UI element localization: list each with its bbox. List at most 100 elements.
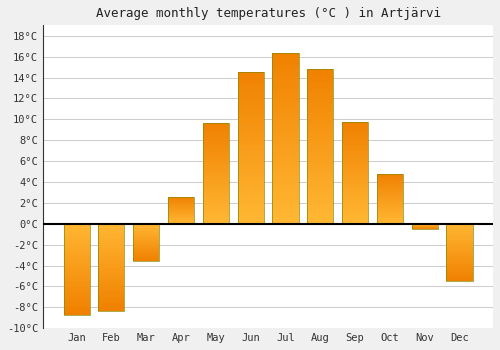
Bar xyxy=(64,238,90,240)
Bar xyxy=(272,77,298,81)
Bar xyxy=(64,302,90,304)
Bar xyxy=(238,72,264,75)
Bar xyxy=(203,198,229,199)
Bar xyxy=(238,166,264,169)
Bar xyxy=(133,236,160,237)
Bar xyxy=(446,272,472,273)
Bar xyxy=(64,275,90,276)
Bar xyxy=(98,282,124,284)
Bar xyxy=(238,139,264,142)
Bar xyxy=(203,204,229,206)
Bar xyxy=(203,208,229,210)
Bar xyxy=(203,133,229,135)
Bar xyxy=(64,253,90,255)
Bar xyxy=(446,273,472,274)
Bar xyxy=(446,234,472,235)
Bar xyxy=(307,146,334,149)
Bar xyxy=(64,273,90,275)
Bar xyxy=(168,215,194,216)
Bar xyxy=(272,57,298,60)
Bar xyxy=(307,144,334,146)
Bar xyxy=(133,247,160,248)
Bar xyxy=(64,280,90,282)
Bar xyxy=(307,119,334,122)
Bar xyxy=(342,143,368,145)
Bar xyxy=(238,124,264,127)
Bar xyxy=(238,75,264,78)
Bar xyxy=(133,230,160,231)
Bar xyxy=(168,204,194,205)
Bar xyxy=(98,304,124,306)
Bar xyxy=(133,256,160,257)
Bar xyxy=(412,224,438,229)
Bar xyxy=(98,276,124,278)
Bar xyxy=(64,258,90,260)
Bar xyxy=(377,201,403,202)
Bar xyxy=(272,70,298,74)
Bar xyxy=(238,84,264,88)
Bar xyxy=(272,132,298,135)
Bar xyxy=(98,270,124,271)
Bar xyxy=(307,91,334,94)
Bar xyxy=(98,284,124,285)
Bar xyxy=(98,310,124,312)
Bar xyxy=(133,251,160,252)
Bar xyxy=(307,85,334,88)
Bar xyxy=(133,239,160,240)
Bar xyxy=(64,242,90,244)
Bar xyxy=(342,167,368,169)
Bar xyxy=(238,148,264,151)
Bar xyxy=(98,271,124,273)
Bar xyxy=(446,251,472,252)
Bar xyxy=(64,224,90,315)
Bar xyxy=(133,260,160,261)
Bar xyxy=(133,240,160,241)
Bar xyxy=(238,178,264,181)
Bar xyxy=(446,268,472,270)
Bar xyxy=(64,269,90,271)
Bar xyxy=(98,280,124,282)
Bar xyxy=(342,202,368,203)
Bar xyxy=(307,181,334,183)
Bar xyxy=(64,244,90,246)
Bar xyxy=(64,311,90,313)
Bar xyxy=(272,67,298,70)
Bar xyxy=(168,198,194,199)
Bar xyxy=(342,175,368,177)
Bar xyxy=(272,128,298,132)
Bar xyxy=(168,203,194,204)
Bar xyxy=(307,122,334,125)
Bar xyxy=(307,190,334,193)
Bar xyxy=(133,229,160,230)
Bar xyxy=(342,153,368,155)
Bar xyxy=(342,147,368,149)
Bar xyxy=(342,189,368,191)
Bar xyxy=(64,298,90,300)
Bar xyxy=(272,54,298,57)
Bar xyxy=(238,106,264,108)
Bar xyxy=(272,60,298,64)
Bar xyxy=(98,238,124,239)
Bar xyxy=(446,236,472,238)
Bar xyxy=(272,169,298,173)
Bar xyxy=(98,264,124,266)
Bar xyxy=(272,125,298,128)
Bar xyxy=(98,261,124,262)
Bar xyxy=(272,84,298,88)
Bar xyxy=(272,196,298,200)
Bar xyxy=(272,162,298,166)
Bar xyxy=(168,216,194,217)
Bar xyxy=(446,247,472,248)
Bar xyxy=(64,246,90,247)
Bar xyxy=(446,263,472,264)
Bar xyxy=(307,109,334,112)
Bar xyxy=(203,218,229,220)
Bar xyxy=(203,158,229,160)
Bar xyxy=(377,197,403,198)
Bar xyxy=(98,292,124,294)
Bar xyxy=(446,255,472,256)
Bar xyxy=(342,141,368,143)
Bar xyxy=(98,252,124,253)
Bar xyxy=(307,112,334,116)
Bar xyxy=(377,218,403,219)
